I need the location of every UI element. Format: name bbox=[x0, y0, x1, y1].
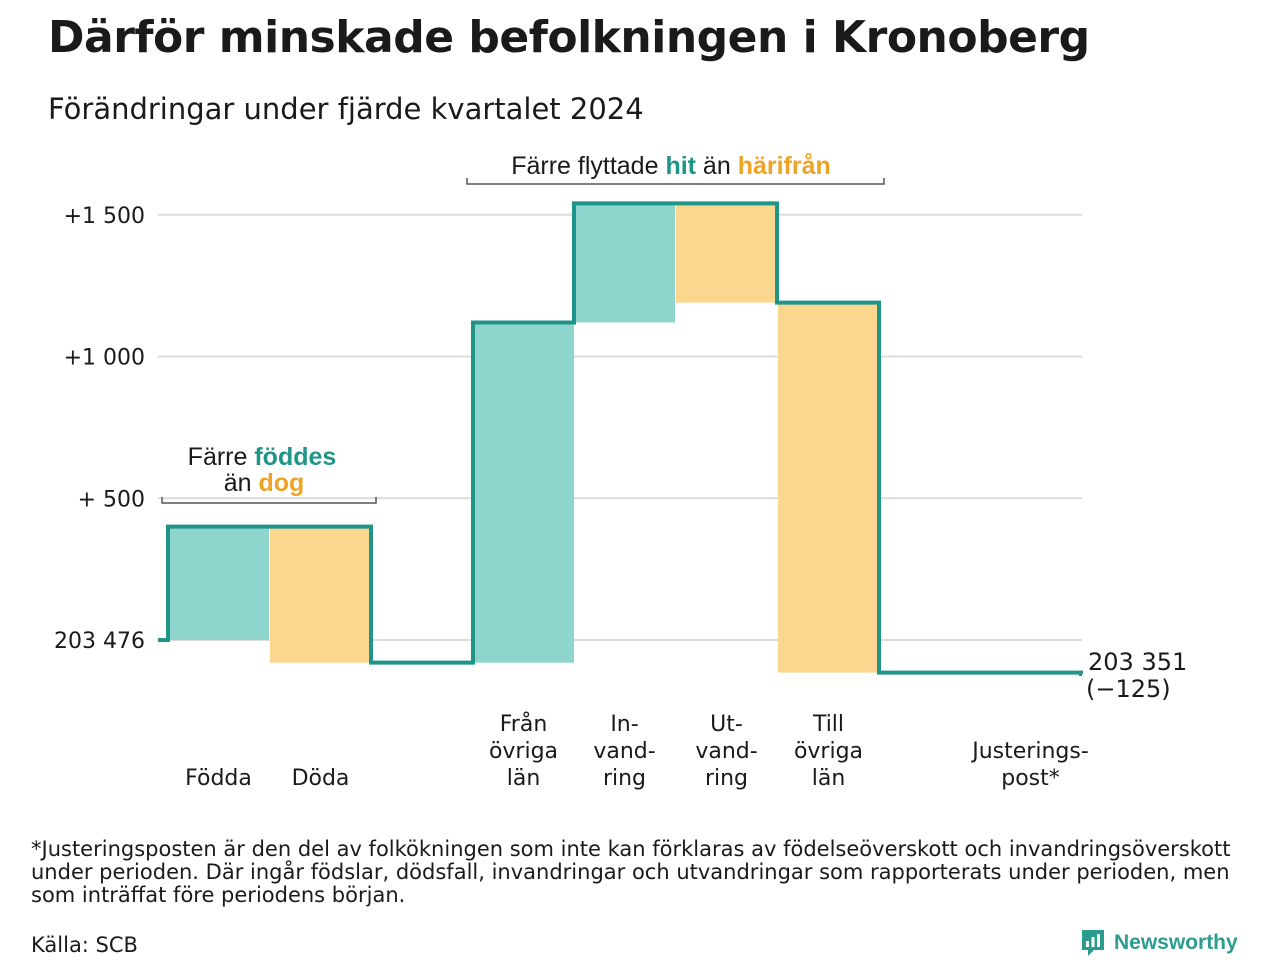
category-label: vand- bbox=[695, 739, 757, 764]
step-line-group bbox=[158, 201, 1083, 677]
category-label: In- bbox=[610, 712, 638, 737]
chart-subtitle: Förändringar under fjärde kvartalet 2024 bbox=[48, 92, 644, 126]
category-label: Födda bbox=[185, 766, 252, 791]
bar bbox=[574, 203, 675, 323]
category-label: län bbox=[507, 766, 541, 791]
y-tick-label: +1 000 bbox=[64, 346, 145, 371]
bar bbox=[778, 302, 879, 673]
end-value-label: 203 351 bbox=[1088, 648, 1187, 676]
end-change-label: (−125) bbox=[1086, 675, 1171, 703]
step-line bbox=[158, 201, 1083, 677]
category-label: ring bbox=[705, 766, 748, 791]
category-label: Från bbox=[500, 711, 548, 737]
births-annotation-line1: Färre föddes bbox=[188, 443, 337, 471]
start-value-label: 203 476 bbox=[54, 629, 145, 654]
chart-title: Därför minskade befolkningen i Kronoberg bbox=[48, 12, 1090, 63]
category-label: Justerings- bbox=[970, 739, 1089, 764]
brand-logo: Newsworthy bbox=[1080, 928, 1238, 958]
category-label: Ut- bbox=[710, 712, 743, 737]
category-label: län bbox=[812, 766, 846, 791]
births-annotation-line2: än dog bbox=[224, 469, 305, 497]
newsworthy-logo-icon bbox=[1082, 930, 1104, 956]
migration-bracket bbox=[466, 178, 885, 185]
y-tick-label: + 500 bbox=[78, 487, 145, 512]
category-label: Döda bbox=[292, 766, 350, 791]
births-bracket bbox=[161, 497, 377, 504]
footnote: *Justeringsposten är den del av folkökni… bbox=[31, 837, 1231, 907]
bar bbox=[473, 322, 574, 663]
bars bbox=[168, 203, 879, 673]
bar bbox=[676, 203, 777, 303]
category-label: övriga bbox=[794, 739, 863, 764]
bar bbox=[270, 526, 371, 663]
y-tick-label: +1 500 bbox=[64, 204, 145, 229]
migration-annotation: Färre flyttade hit än härifrån bbox=[511, 152, 831, 180]
source-note: Källa: SCB bbox=[31, 933, 138, 957]
brand-name: Newsworthy bbox=[1114, 931, 1238, 954]
category-label: ring bbox=[603, 766, 646, 791]
category-label: övriga bbox=[489, 739, 558, 764]
category-label: vand- bbox=[593, 739, 655, 764]
category-label: Till bbox=[812, 712, 844, 737]
category-label: post* bbox=[1001, 766, 1060, 791]
bar bbox=[168, 526, 269, 640]
